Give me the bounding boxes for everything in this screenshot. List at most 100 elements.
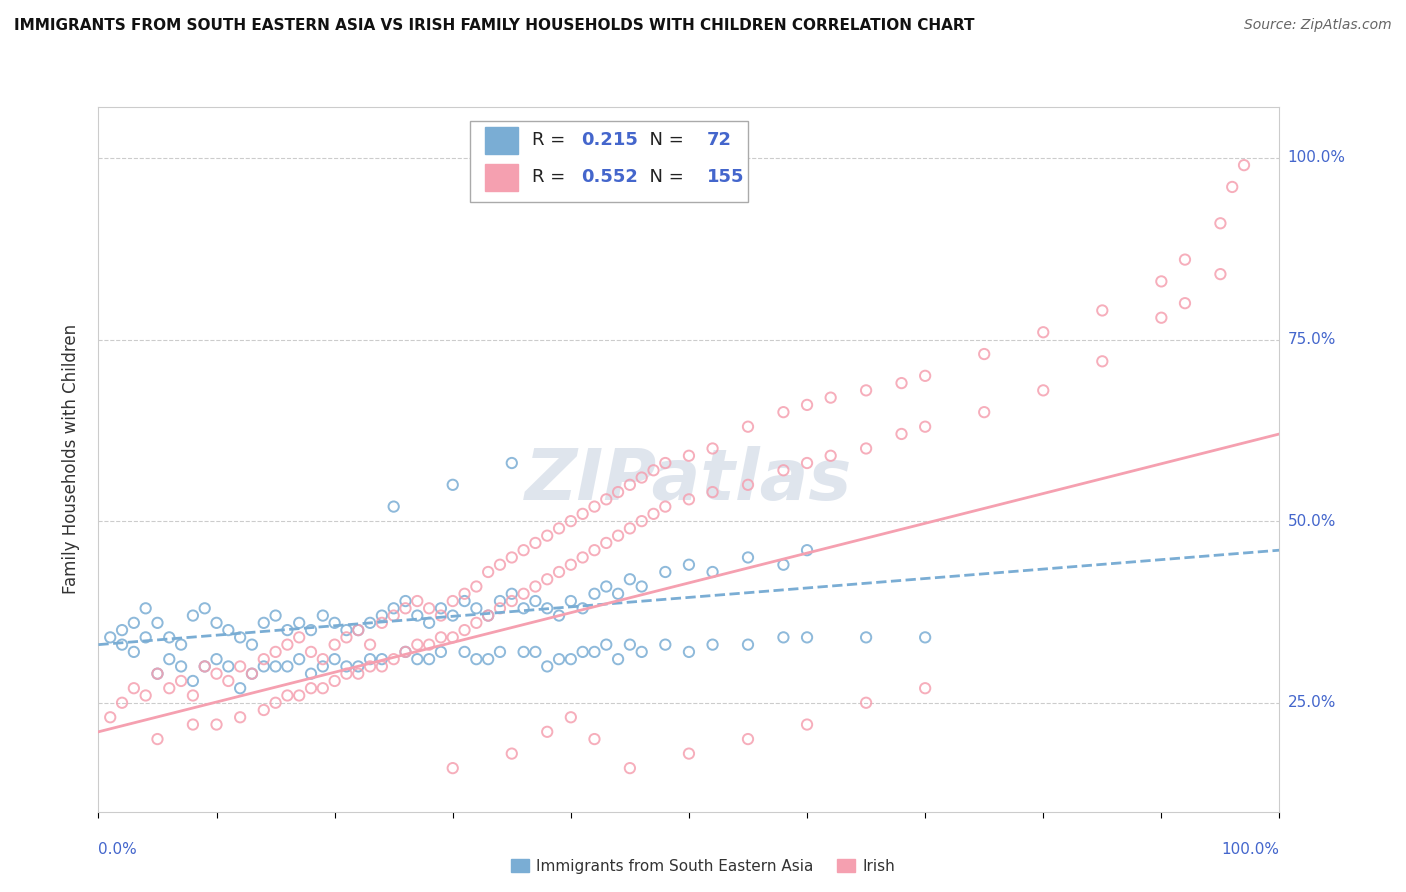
Point <box>678 645 700 659</box>
Point <box>299 681 322 696</box>
Point <box>453 623 475 637</box>
Point <box>1209 267 1232 281</box>
Point <box>654 456 676 470</box>
Point <box>973 347 995 361</box>
Point <box>477 652 499 666</box>
Point <box>796 631 818 645</box>
Point <box>548 608 571 623</box>
Point <box>441 608 464 623</box>
Text: 75.0%: 75.0% <box>1288 332 1336 347</box>
Point <box>796 456 818 470</box>
Point <box>146 666 169 681</box>
Point <box>571 645 593 659</box>
Point <box>737 478 759 492</box>
Point <box>796 717 818 731</box>
Point <box>583 543 606 558</box>
Point <box>335 659 357 673</box>
Text: 100.0%: 100.0% <box>1288 151 1346 165</box>
Point <box>194 601 217 615</box>
Point <box>253 659 276 673</box>
Point <box>371 652 394 666</box>
Text: 0.0%: 0.0% <box>98 842 138 857</box>
Point <box>1091 354 1114 368</box>
Point <box>820 391 842 405</box>
Point <box>157 631 180 645</box>
Point <box>560 594 582 608</box>
Point <box>453 594 475 608</box>
Text: R =: R = <box>531 169 571 186</box>
Point <box>512 601 534 615</box>
Point <box>914 419 936 434</box>
Point <box>217 623 239 637</box>
Point <box>737 732 759 747</box>
Point <box>253 615 276 630</box>
Point <box>772 558 794 572</box>
Point <box>276 638 298 652</box>
Point <box>312 608 335 623</box>
Point <box>312 681 335 696</box>
Point <box>855 384 877 398</box>
Point <box>323 652 346 666</box>
Point <box>382 652 405 666</box>
Text: ZIPatlas: ZIPatlas <box>526 446 852 515</box>
Point <box>630 580 652 594</box>
Point <box>619 478 641 492</box>
Point <box>702 638 724 652</box>
Point <box>548 565 571 579</box>
Point <box>1209 216 1232 230</box>
Point <box>489 558 512 572</box>
FancyBboxPatch shape <box>485 164 517 191</box>
Text: 0.552: 0.552 <box>582 169 638 186</box>
Point <box>253 703 276 717</box>
Point <box>240 638 263 652</box>
Y-axis label: Family Households with Children: Family Households with Children <box>62 325 80 594</box>
Point <box>737 419 759 434</box>
Text: 72: 72 <box>707 131 731 149</box>
Point <box>122 681 145 696</box>
Point <box>571 507 593 521</box>
Point <box>157 681 180 696</box>
Point <box>536 529 558 543</box>
Point <box>371 608 394 623</box>
Point <box>536 724 558 739</box>
Point <box>418 615 440 630</box>
Point <box>914 631 936 645</box>
Point <box>630 514 652 528</box>
Point <box>406 594 429 608</box>
Point <box>536 601 558 615</box>
Point <box>560 710 582 724</box>
Point <box>583 500 606 514</box>
Point <box>229 631 252 645</box>
Text: IMMIGRANTS FROM SOUTH EASTERN ASIA VS IRISH FAMILY HOUSEHOLDS WITH CHILDREN CORR: IMMIGRANTS FROM SOUTH EASTERN ASIA VS IR… <box>14 18 974 33</box>
Point <box>240 666 263 681</box>
Point <box>170 659 193 673</box>
Point <box>630 470 652 484</box>
Point <box>1174 252 1197 267</box>
Point <box>1150 310 1173 325</box>
FancyBboxPatch shape <box>485 127 517 153</box>
Point <box>347 623 370 637</box>
Point <box>264 608 287 623</box>
Point <box>382 608 405 623</box>
Point <box>181 689 204 703</box>
Point <box>1233 158 1256 172</box>
Point <box>264 659 287 673</box>
Point <box>382 500 405 514</box>
Point <box>394 601 416 615</box>
Point <box>560 558 582 572</box>
Point <box>194 659 217 673</box>
FancyBboxPatch shape <box>471 121 748 202</box>
Point <box>229 681 252 696</box>
Point <box>678 558 700 572</box>
Point <box>560 652 582 666</box>
Text: 0.215: 0.215 <box>582 131 638 149</box>
Point <box>702 485 724 500</box>
Point <box>371 615 394 630</box>
Point <box>135 631 157 645</box>
Point <box>654 565 676 579</box>
Point <box>359 615 381 630</box>
Point <box>181 673 204 688</box>
Point <box>619 521 641 535</box>
Point <box>643 507 665 521</box>
Point <box>619 761 641 775</box>
